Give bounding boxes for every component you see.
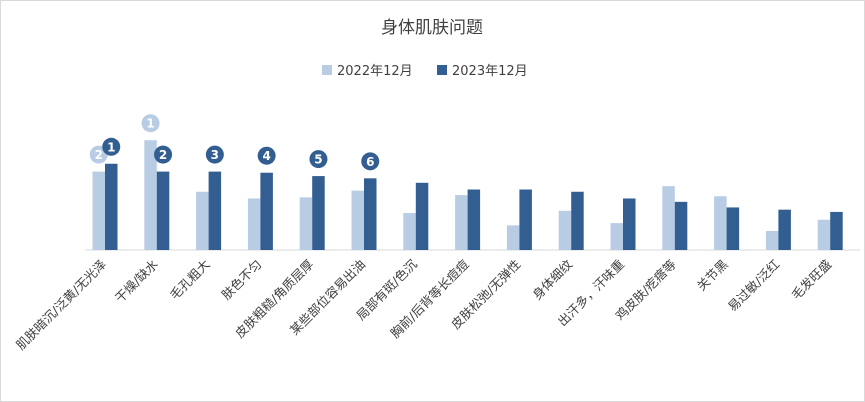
bar-2022-12 [714, 196, 727, 250]
rank-circle [309, 150, 328, 169]
bar-2023-6 [415, 182, 429, 250]
bar-2023-14 [830, 211, 843, 250]
bar-2022-3 [247, 198, 261, 250]
rank-number: 3 [211, 148, 219, 162]
bar-2022-14 [817, 219, 831, 250]
bar-2022-5 [351, 190, 364, 250]
rank-circle [205, 145, 224, 164]
legend-swatch-2022 [322, 65, 332, 75]
bar-2023-3 [260, 172, 273, 250]
bar-2023-5 [364, 178, 377, 250]
legend-label-2022: 2022年12月 [337, 64, 413, 79]
bar-2022-7 [455, 195, 468, 250]
rank-number: 4 [262, 149, 270, 163]
bar-2022-8 [506, 225, 520, 250]
category-label-2: 毛孔粗大 [167, 257, 213, 303]
rank-marker-2023-1: 2 [154, 145, 173, 164]
rank-circle [102, 137, 121, 156]
bar-2022-9 [558, 210, 572, 250]
rank-marker-2022-1: 1 [141, 114, 160, 133]
rank-number: 1 [107, 140, 115, 154]
rank-circle [141, 114, 160, 133]
rank-number: 2 [95, 148, 103, 162]
bar-2023-9 [571, 191, 584, 250]
category-label-13: 易过敏/泛红 [725, 257, 783, 315]
category-label-3: 肤色不匀 [219, 257, 265, 303]
rank-number: 6 [366, 155, 374, 169]
bar-2023-11 [674, 201, 688, 250]
rank-marker-2023-4: 5 [309, 150, 328, 169]
bar-2022-0 [92, 171, 105, 250]
bar-2022-2 [196, 191, 209, 250]
rank-marker-2023-3: 4 [257, 146, 276, 165]
rank-number: 1 [146, 117, 154, 131]
rank-circle [257, 146, 276, 165]
bar-2022-6 [403, 213, 416, 250]
bar-2022-11 [662, 186, 675, 250]
bar-2023-4 [312, 176, 325, 250]
bar-2022-1 [144, 140, 157, 250]
category-label-1: 干燥/缺水 [112, 256, 161, 305]
legend-label-2023: 2023年12月 [452, 64, 528, 79]
bar-2022-4 [299, 197, 313, 250]
category-labels-group: 肌肤暗沉/泛黄/无光泽 干燥/缺水 毛孔粗大 肤色不匀皮肤粗糙/角质层厚某些部位容易出… [13, 256, 834, 352]
chart-title: 身体肌肤问题 [381, 18, 483, 38]
legend-swatch-2023 [437, 65, 447, 75]
bar-2023-8 [519, 189, 532, 250]
bar-2023-13 [778, 209, 791, 250]
bars-group [92, 140, 843, 250]
rank-marker-2023-0: 1 [102, 137, 121, 156]
rank-number: 2 [159, 148, 167, 162]
category-label-12: 关节黑 [694, 257, 731, 294]
category-label-9: 身体细纹 [529, 256, 575, 302]
bar-2022-13 [765, 230, 779, 250]
category-label-14: 毛发旺盛 [788, 257, 834, 303]
bar-2023-0 [105, 163, 118, 250]
legend: 2022年12月 2023年12月 [322, 64, 528, 79]
rank-circle [361, 152, 380, 171]
bar-2023-1 [156, 171, 170, 250]
bar-2023-7 [467, 189, 481, 250]
bar-2023-2 [208, 171, 222, 250]
rank-number: 5 [314, 153, 322, 167]
rank-marker-2023-2: 3 [205, 145, 224, 164]
rank-marker-2023-5: 6 [361, 152, 380, 171]
category-label-0: 肌肤暗沉/泛黄/无光泽 [13, 257, 109, 353]
bar-2022-10 [610, 223, 623, 250]
bar-2023-12 [726, 207, 740, 250]
bar-2023-10 [623, 198, 636, 250]
rank-circle [154, 145, 173, 164]
